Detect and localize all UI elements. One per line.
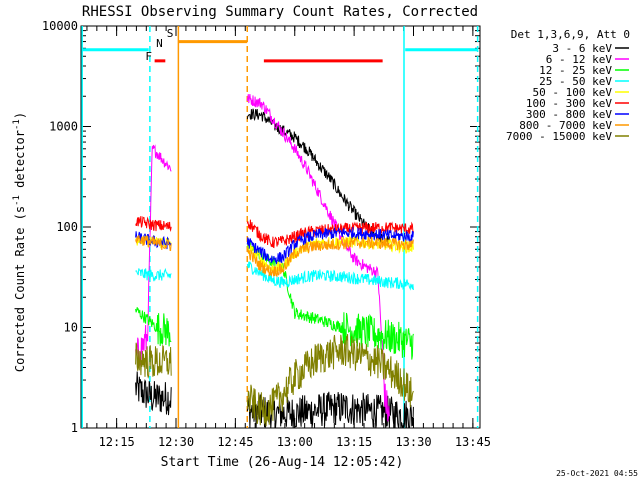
series-line bbox=[246, 108, 390, 246]
x-tick-label: 13:45 bbox=[455, 435, 491, 449]
series-line bbox=[246, 236, 414, 278]
x-axis-title: Start Time (26-Aug-14 12:05:42) bbox=[161, 455, 404, 470]
series-line bbox=[135, 342, 172, 379]
y-tick-label: 10000 bbox=[42, 19, 78, 33]
legend-label: 3 - 6 keV bbox=[552, 42, 612, 55]
x-tick-label: 12:15 bbox=[99, 435, 135, 449]
x-axis: 12:15 12:30 12:45 13:00 13:15 13:30 13:45 bbox=[86, 26, 491, 449]
x-tick-label: 13:15 bbox=[336, 435, 372, 449]
series-line bbox=[246, 334, 414, 427]
series-lines bbox=[135, 94, 414, 429]
flag-label: F bbox=[145, 50, 152, 63]
legend-label: 800 - 7000 keV bbox=[519, 119, 612, 132]
legend-label: 300 - 800 keV bbox=[526, 108, 612, 121]
y-axis-title-sup2: -1 bbox=[12, 119, 22, 130]
series-line bbox=[135, 235, 172, 251]
x-tick-label: 12:30 bbox=[158, 435, 194, 449]
series-line bbox=[135, 267, 172, 282]
y-axis-title-main: Corrected Count Rate (s bbox=[13, 206, 27, 372]
legend-label: 50 - 100 keV bbox=[533, 86, 613, 99]
series-line bbox=[135, 216, 172, 232]
y-tick-label: 1000 bbox=[49, 120, 78, 134]
y-tick-label: 1 bbox=[71, 421, 78, 435]
series-line bbox=[246, 391, 414, 429]
legend-header: Det 1,3,6,9, Att 0 bbox=[511, 28, 630, 41]
series-line bbox=[135, 144, 172, 367]
y-axis: 1 10 100 1000 10000 bbox=[42, 19, 480, 435]
legend-label: 100 - 300 keV bbox=[526, 97, 612, 110]
flag-label: N bbox=[156, 37, 163, 50]
x-tick-label: 13:30 bbox=[395, 435, 431, 449]
series-line bbox=[135, 307, 172, 347]
series-line bbox=[135, 371, 172, 416]
series-line bbox=[246, 219, 414, 249]
series-line bbox=[246, 261, 414, 291]
y-axis-title: Corrected Count Rate (s-1 detector-1) bbox=[12, 112, 27, 372]
y-tick-label: 100 bbox=[56, 220, 78, 234]
series-line bbox=[246, 227, 414, 265]
x-tick-label: 12:45 bbox=[217, 435, 253, 449]
legend-label: 25 - 50 keV bbox=[539, 75, 612, 88]
x-tick-label: 13:00 bbox=[277, 435, 313, 449]
flag-bars bbox=[82, 40, 478, 63]
legend-label: 12 - 25 keV bbox=[539, 64, 612, 77]
timestamp: 25-Oct-2021 04:55 bbox=[556, 469, 638, 478]
flag-labels: FNS bbox=[145, 27, 173, 63]
flag-label: S bbox=[167, 27, 174, 40]
legend-label: 7000 - 15000 keV bbox=[506, 130, 612, 143]
y-axis-title-mid: detector bbox=[13, 130, 27, 195]
y-axis-title-end: ) bbox=[13, 112, 27, 119]
chart-title: RHESSI Observing Summary Count Rates, Co… bbox=[82, 4, 478, 20]
y-axis-title-sup1: -1 bbox=[12, 195, 22, 206]
y-tick-label: 10 bbox=[64, 321, 78, 335]
legend-label: 6 - 12 keV bbox=[546, 53, 613, 66]
series-line bbox=[246, 94, 390, 422]
